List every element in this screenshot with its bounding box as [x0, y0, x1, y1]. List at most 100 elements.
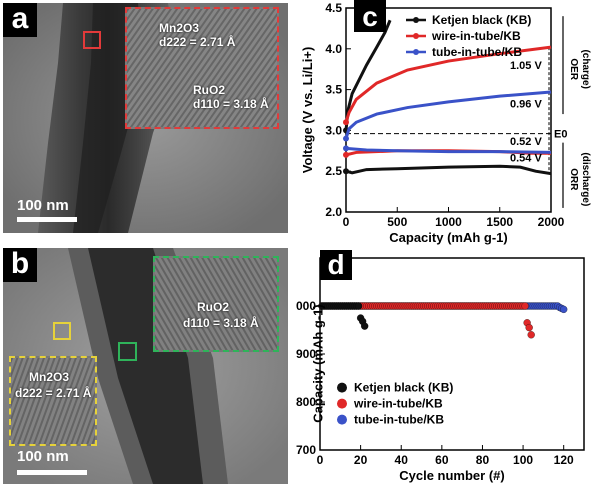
- legend-marker: [337, 398, 347, 409]
- panel-c-label: c: [362, 1, 378, 32]
- panel-b-yellow-inset: Mn2O3 d222 = 2.71 Å: [9, 356, 97, 446]
- panel-a-region-marker: [83, 31, 101, 49]
- x-tick-label: 1000: [435, 215, 462, 229]
- oer-label: OER: [568, 58, 579, 80]
- inset-b-mn2o3: Mn2O3: [29, 370, 70, 384]
- series-point: [343, 135, 349, 142]
- lattice-fringes-b1: [155, 258, 277, 350]
- panel-a-scale-bar: [17, 217, 77, 222]
- panel-b-tem-image: b RuO2 d110 = 3.18 Å Mn2O3 d222 = 2.71 Å: [3, 248, 288, 484]
- x-tick-label: 0: [343, 215, 350, 229]
- series-point: [361, 322, 369, 330]
- x-tick-label: 60: [435, 453, 449, 467]
- y-tick-label: 1000: [296, 299, 316, 313]
- lattice-fringes-b2: [11, 358, 95, 444]
- panel-d-y-axis-text: Capacity (mAh g-1): [310, 304, 326, 423]
- y-tick-label: 2.5: [325, 164, 342, 178]
- panel-b-yellow-marker: [53, 322, 71, 340]
- panel-a-scale-label: 100 nm: [17, 197, 69, 214]
- gap-annotation: 1.05 V: [510, 60, 542, 72]
- legend-label: wire-in-tube/KB: [431, 29, 521, 43]
- series-point: [527, 331, 535, 339]
- orr-sub: (discharge): [580, 152, 591, 206]
- series-point: [343, 168, 349, 175]
- series-line-discharge: [345, 146, 552, 154]
- inset-b-ruo2: RuO2: [197, 300, 230, 314]
- panel-b-scale-bar: [17, 470, 87, 475]
- x-tick-label: 40: [395, 453, 409, 467]
- y-tick-label: 3.5: [325, 83, 342, 97]
- legend-label: tube-in-tube/KB: [354, 413, 444, 427]
- panel-a-hrtem-inset: Mn2O3 d222 = 2.71 Å RuO2 d110 = 3.18 Å: [125, 7, 279, 129]
- series-line-charge: [344, 19, 392, 131]
- panel-d-chart: 0 20 40 60 80 100 120 700 800 900 1000 Cycle number…: [296, 250, 585, 483]
- series-point: [343, 119, 349, 126]
- series-point: [343, 151, 349, 158]
- x-tick-label: 1500: [486, 215, 513, 229]
- x-axis-label: Cycle number (#): [399, 468, 504, 483]
- legend-label: Ketjen black (KB): [432, 13, 531, 27]
- plot-frame: [319, 257, 585, 451]
- nanotube-inner: [88, 248, 203, 484]
- x-tick-label: 500: [387, 215, 407, 229]
- gap-annotation: 0.54 V: [510, 152, 542, 164]
- x-tick-label: 2000: [538, 215, 565, 229]
- panel-c-chart: 0 500 1000 1500 2000 2.0 2.5 3.0 3.5 4.0 4.5 Capaci…: [300, 0, 591, 245]
- panel-b-scale-label: 100 nm: [17, 448, 69, 465]
- legend-label: wire-in-tube/KB: [353, 397, 443, 411]
- y-tick-label: 3.0: [325, 123, 342, 137]
- inset-a-d110: d110 = 3.18 Å: [193, 97, 269, 111]
- oer-sub: (charge): [580, 49, 591, 88]
- inset-a-ruo2: RuO2: [193, 83, 226, 97]
- gap-annotation: 0.96 V: [510, 99, 542, 111]
- lattice-fringes-a: [127, 9, 277, 127]
- panel-b-green-marker: [118, 342, 137, 361]
- series-point: [525, 323, 533, 332]
- inset-b-d222: d222 = 2.71 Å: [15, 386, 92, 400]
- x-tick-label: 20: [354, 453, 368, 467]
- y-tick-label: 4.0: [325, 42, 342, 56]
- e0-label: E0: [554, 129, 567, 141]
- y-tick-label: 4.5: [325, 1, 342, 15]
- x-tick-label: 0: [317, 453, 324, 467]
- legend-marker: [337, 382, 347, 393]
- x-tick-label: 100: [513, 453, 533, 467]
- panel-d-label: d: [327, 250, 344, 280]
- fringe-area: [11, 358, 95, 444]
- panel-b-label: b: [3, 248, 37, 282]
- x-tick-label: 120: [554, 453, 574, 467]
- legend-marker: [337, 414, 347, 425]
- inset-a-d222: d222 = 2.71 Å: [159, 35, 236, 49]
- legend-marker: [413, 33, 419, 39]
- orr-label: ORR: [568, 168, 579, 191]
- legend-marker: [413, 17, 419, 23]
- fringe-area: [127, 9, 277, 127]
- legend-marker: [413, 49, 419, 55]
- y-tick-label: 800: [296, 395, 316, 409]
- gap-annotation: 0.52 V: [510, 136, 542, 148]
- series-line-charge: [344, 45, 552, 123]
- panel-a-label: a: [3, 3, 37, 37]
- panel-b-green-inset: RuO2 d110 = 3.18 Å: [153, 256, 279, 352]
- y-axis-label: Voltage (V vs. Li/Li+): [300, 47, 315, 174]
- y-tick-label: 2.0: [325, 205, 342, 219]
- legend-label: Ketjen black (KB): [354, 381, 453, 395]
- panel-a-tem-image: a Mn2O3 d222 = 2.71 Å RuO2 d110 = 3.18 Å…: [3, 3, 288, 233]
- series-line-discharge: [345, 164, 552, 176]
- inset-a-mn2o3: Mn2O3: [159, 21, 200, 35]
- x-axis-label: Capacity (mAh g-1): [389, 230, 507, 245]
- y-tick-label: 700: [296, 443, 316, 457]
- series-point: [560, 305, 568, 314]
- x-tick-label: 80: [476, 453, 490, 467]
- panel-d-y-axis-label: Capacity (mAh g-1): [311, 284, 326, 444]
- legend-label: tube-in-tube/KB: [432, 45, 522, 59]
- panel-c-label-box: [354, 0, 386, 32]
- series-line-charge: [344, 90, 552, 140]
- panel-d-label-box: [320, 250, 352, 280]
- inset-b-d110: d110 = 3.18 Å: [183, 316, 259, 330]
- series-point: [521, 302, 529, 310]
- fringe-area: [155, 258, 277, 350]
- series-point: [354, 302, 363, 310]
- y-tick-label: 900: [296, 347, 316, 361]
- series-point: [343, 145, 349, 152]
